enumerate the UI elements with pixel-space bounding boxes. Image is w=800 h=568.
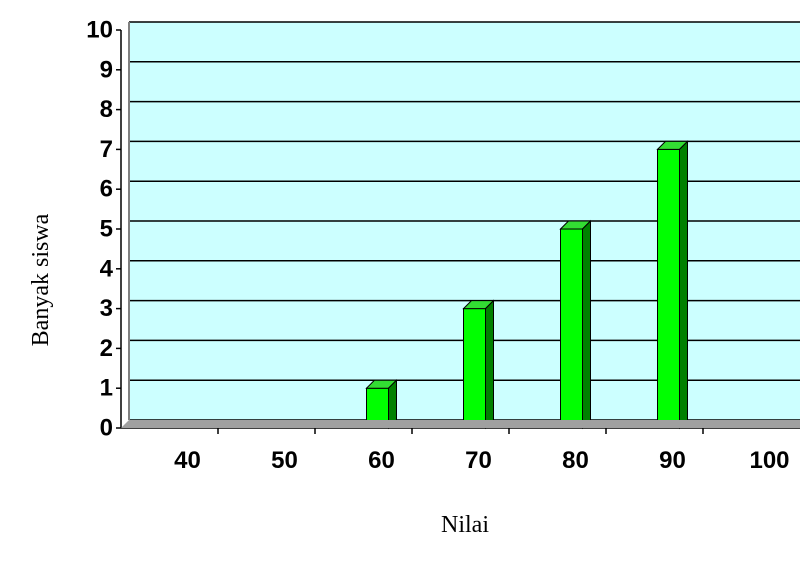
bars <box>171 140 786 430</box>
bar-side <box>679 140 688 430</box>
y-tick-label: 2 <box>100 335 113 362</box>
bar-side <box>582 219 591 430</box>
x-tick-label: 80 <box>562 447 589 474</box>
x-tick-label: 100 <box>749 447 789 474</box>
bar <box>656 140 689 430</box>
bar <box>462 299 495 430</box>
bar-front <box>657 148 680 429</box>
floor <box>121 420 800 428</box>
x-tick-label: 90 <box>659 447 686 474</box>
y-tick-label: 1 <box>100 375 113 402</box>
y-tick-label: 9 <box>100 56 113 83</box>
x-tick-label: 50 <box>271 447 298 474</box>
bar <box>365 378 398 430</box>
x-tick-label: 60 <box>368 447 395 474</box>
x-tick-labels: 40 50 60 70 80 90 100 <box>174 428 790 474</box>
y-tick-label: 4 <box>100 255 114 282</box>
y-tick-label: 5 <box>100 216 113 243</box>
bar <box>559 219 592 430</box>
bar-front <box>463 308 486 429</box>
x-tick-label: 40 <box>174 447 201 474</box>
bar-front <box>560 228 583 429</box>
y-tick-label: 3 <box>100 295 113 322</box>
y-tick-label: 10 <box>86 17 113 44</box>
y-tick-label: 7 <box>100 136 113 163</box>
y-tick-label: 8 <box>100 96 113 123</box>
x-axis-title: Nilai <box>441 512 489 538</box>
bar-side <box>485 299 494 430</box>
y-axis-title: Banyak siswa <box>28 213 54 346</box>
y-tick-label: 6 <box>100 176 113 203</box>
y-tick-label: 0 <box>100 415 113 442</box>
y-tick-labels: 0 1 2 3 4 5 6 7 8 9 10 <box>86 17 121 442</box>
x-tick-label: 70 <box>465 447 492 474</box>
